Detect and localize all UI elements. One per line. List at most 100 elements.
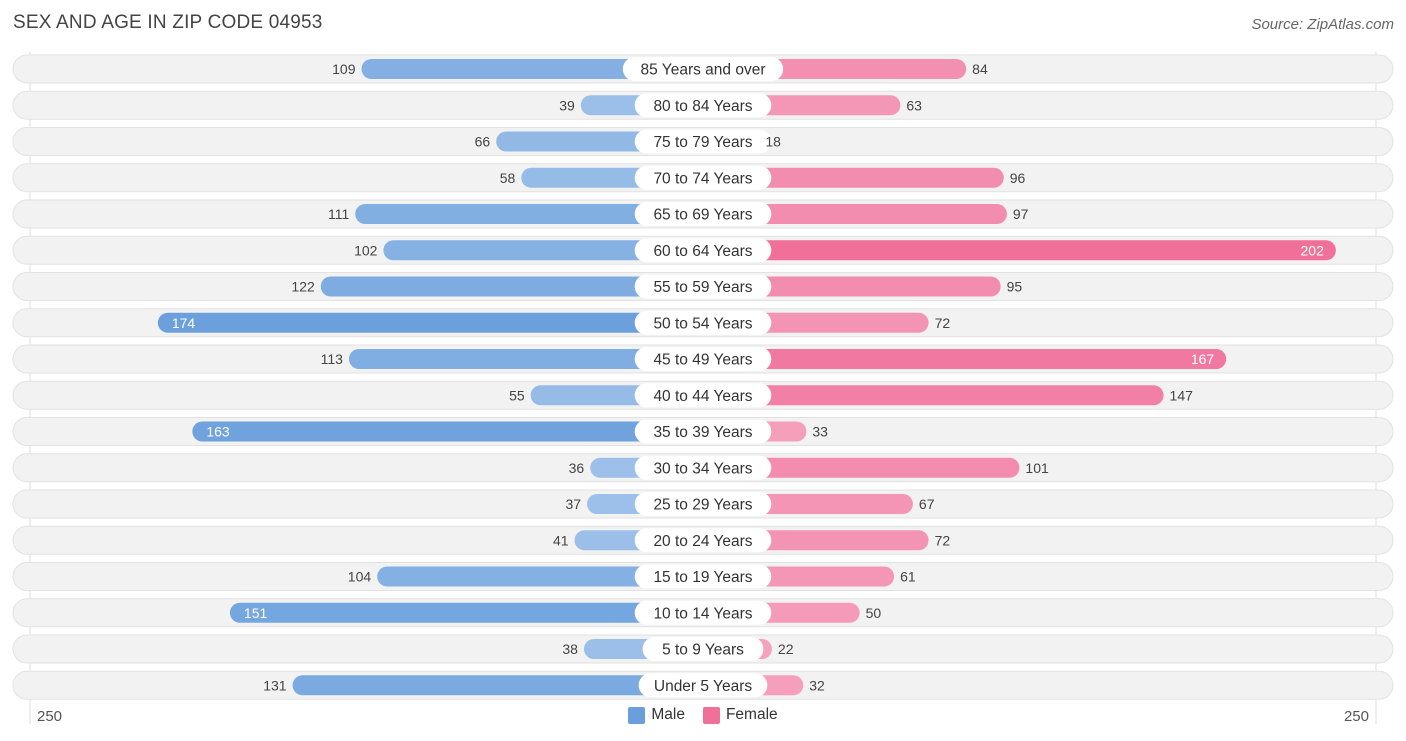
male-value-label: 111 (328, 206, 349, 222)
category-label: 5 to 9 Years (662, 642, 744, 659)
female-value-label: 101 (1025, 460, 1049, 476)
category-label-bg (634, 419, 772, 444)
category-label: 70 to 74 Years (653, 170, 752, 187)
male-value-label: 113 (321, 351, 344, 367)
male-bar (361, 59, 703, 79)
female-value-label: 72 (935, 532, 951, 548)
male-value-label: 122 (291, 279, 315, 295)
male-value-label: 37 (566, 496, 582, 512)
female-value-label: 63 (906, 97, 922, 113)
category-label: 60 to 64 Years (653, 243, 752, 260)
category-label: 50 to 54 Years (653, 315, 752, 332)
female-value-label: 72 (935, 315, 951, 331)
male-value-label: 38 (562, 641, 578, 657)
male-value-label: 39 (559, 97, 575, 113)
female-bar (703, 240, 1336, 261)
axis-left-max: 250 (37, 708, 63, 725)
category-label-bg (622, 57, 784, 81)
category-label-bg (634, 492, 772, 516)
axis-right-max: 250 (1343, 708, 1369, 725)
category-label: 40 to 44 Years (653, 388, 752, 405)
legend-item-female[interactable]: Female (702, 706, 778, 724)
male-bar (292, 675, 703, 696)
male-value-label: 41 (553, 532, 569, 548)
category-label-bg (634, 129, 772, 154)
category-label: 80 to 84 Years (653, 98, 752, 115)
legend-item-male[interactable]: Male (628, 706, 685, 724)
category-label: 85 Years and over (641, 62, 766, 79)
female-value-label: 202 (1301, 242, 1325, 258)
category-label-bg (634, 310, 772, 335)
category-label: 20 to 24 Years (653, 533, 752, 550)
female-value-label: 95 (1007, 279, 1023, 295)
male-bar (157, 312, 703, 333)
legend-swatch-female (702, 706, 720, 724)
female-value-label: 67 (919, 496, 935, 512)
source-label: Source: ZipAtlas.com (1251, 16, 1394, 33)
category-label: 15 to 19 Years (653, 569, 752, 586)
female-value-label: 22 (778, 641, 794, 657)
category-label: Under 5 Years (654, 678, 752, 695)
category-label: 65 to 69 Years (653, 207, 752, 224)
category-label: 25 to 29 Years (653, 497, 752, 514)
male-bar (320, 276, 703, 297)
category-label-bg (634, 600, 772, 625)
female-value-label: 32 (809, 677, 825, 693)
male-bar (383, 240, 703, 261)
category-label-bg (634, 347, 772, 371)
female-value-label: 96 (1010, 170, 1026, 186)
category-label-bg (634, 165, 772, 190)
category-label-bg (634, 528, 772, 553)
legend-swatch-male (628, 706, 646, 724)
legend: Male Female (0, 706, 1406, 724)
category-label: 30 to 34 Years (653, 460, 752, 477)
legend-label-female: Female (725, 706, 778, 723)
category-label-bg (638, 673, 768, 698)
female-bar (703, 385, 1164, 406)
male-value-label: 104 (348, 569, 372, 585)
female-value-label: 167 (1191, 351, 1215, 367)
male-value-label: 174 (172, 315, 196, 331)
female-bar (703, 167, 1004, 188)
male-bar (355, 204, 703, 224)
category-label-bg (634, 93, 772, 118)
category-label: 10 to 14 Years (653, 605, 752, 622)
category-label-bg (634, 455, 772, 480)
male-value-label: 131 (263, 677, 287, 693)
chart-title: SEX AND AGE IN ZIP CODE 04953 (13, 12, 323, 33)
male-bar (192, 421, 704, 442)
female-bar (703, 349, 1227, 369)
male-value-label: 151 (244, 605, 268, 621)
male-value-label: 102 (354, 242, 378, 258)
female-bar (703, 457, 1020, 478)
category-label-bg (634, 383, 772, 408)
category-label: 55 to 59 Years (653, 279, 752, 296)
female-bar (703, 276, 1001, 297)
category-label-bg (634, 274, 772, 299)
female-value-label: 61 (900, 569, 916, 585)
male-bar (229, 602, 704, 623)
male-value-label: 163 (206, 424, 230, 440)
male-value-label: 58 (500, 170, 516, 186)
male-value-label: 109 (332, 61, 356, 77)
female-value-label: 33 (812, 424, 828, 440)
female-value-label: 18 (765, 134, 781, 150)
category-label: 75 to 79 Years (653, 134, 752, 151)
legend-label-male: Male (651, 706, 685, 723)
male-value-label: 36 (569, 460, 585, 476)
category-label-bg (642, 637, 764, 661)
category-label-bg (634, 564, 772, 589)
female-value-label: 97 (1013, 206, 1029, 222)
category-label: 45 to 49 Years (653, 352, 752, 369)
category-label: 35 to 39 Years (653, 424, 752, 441)
male-bar (348, 349, 703, 369)
male-value-label: 66 (475, 134, 491, 150)
category-label-bg (634, 238, 772, 263)
category-label-bg (634, 202, 772, 226)
female-value-label: 84 (972, 61, 988, 77)
male-value-label: 55 (509, 387, 525, 403)
female-value-label: 50 (866, 605, 882, 621)
male-bar (377, 566, 703, 587)
female-bar (703, 204, 1007, 224)
